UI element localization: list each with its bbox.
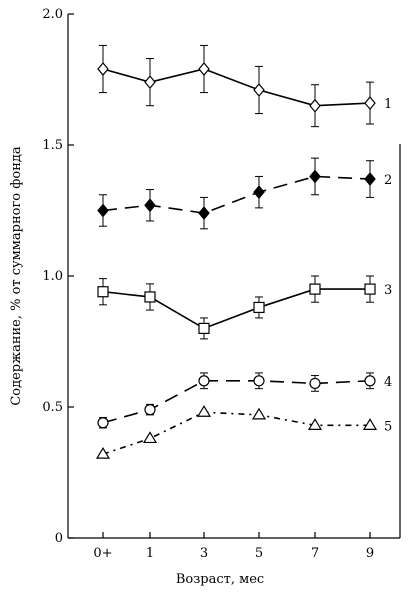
- y-tick-label: 2.0: [42, 7, 63, 22]
- series-layer: 1 2 3 4 5: [95, 44, 392, 459]
- x-axis-title: Возраст, мес: [176, 572, 264, 587]
- data-point: [97, 62, 109, 76]
- series-label: 5: [384, 419, 392, 434]
- data-point: [144, 198, 156, 213]
- y-tick-label: 0.5: [42, 400, 63, 415]
- y-tick-label: 1.5: [42, 138, 63, 153]
- data-point: [97, 417, 109, 429]
- x-tick-label: 3: [200, 546, 208, 561]
- x-tick-label: 5: [255, 546, 263, 561]
- series-2: 2: [97, 157, 392, 230]
- data-point: [253, 375, 265, 387]
- data-point: [253, 301, 265, 314]
- data-point: [364, 283, 376, 295]
- data-point: [95, 446, 111, 459]
- data-point: [364, 375, 376, 387]
- x-tick-label: 9: [366, 546, 374, 561]
- series-5: 5: [95, 405, 392, 459]
- data-point: [309, 169, 321, 184]
- data-point: [309, 377, 321, 390]
- data-point: [198, 375, 210, 387]
- series-line-5: [102, 411, 370, 455]
- series-line-2: [102, 175, 371, 214]
- x-tick-label: 7: [311, 546, 319, 561]
- series-label: 4: [384, 375, 392, 390]
- x-tick-label: 1: [146, 546, 154, 561]
- data-point: [97, 203, 109, 218]
- y-tick-label: 1.0: [42, 269, 63, 284]
- data-point: [364, 172, 376, 186]
- y-axis-title: Содержание, % от суммарного фонда: [9, 146, 24, 406]
- data-point: [144, 75, 156, 90]
- data-point: [97, 286, 109, 298]
- data-point: [307, 418, 323, 430]
- data-point: [362, 418, 378, 430]
- series-1: 1: [97, 44, 392, 128]
- data-point: [309, 283, 321, 295]
- series-4: 4: [97, 372, 392, 429]
- data-point: [196, 405, 212, 417]
- data-point: [253, 83, 265, 97]
- data-point: [198, 206, 210, 221]
- series-line-3: [102, 288, 370, 330]
- data-point: [198, 322, 210, 334]
- series-label: 3: [384, 283, 392, 298]
- data-point: [309, 98, 321, 113]
- y-tick-label: 0: [55, 531, 63, 546]
- series-3: 3: [97, 275, 392, 340]
- series-label: 2: [384, 173, 392, 188]
- series-label: 1: [384, 97, 392, 112]
- series-line-4: [102, 379, 371, 424]
- x-tick-label: 0+: [93, 546, 112, 561]
- data-point: [253, 185, 265, 200]
- data-point: [251, 407, 267, 420]
- axes: 0 0.5 1.0 1.5 2.0 0+ 1 3 5 7 9: [42, 7, 401, 561]
- data-point: [144, 404, 156, 416]
- data-point: [198, 62, 210, 76]
- series-line-1: [102, 68, 371, 107]
- data-point: [364, 96, 376, 111]
- data-point: [144, 291, 156, 303]
- data-point: [142, 431, 158, 444]
